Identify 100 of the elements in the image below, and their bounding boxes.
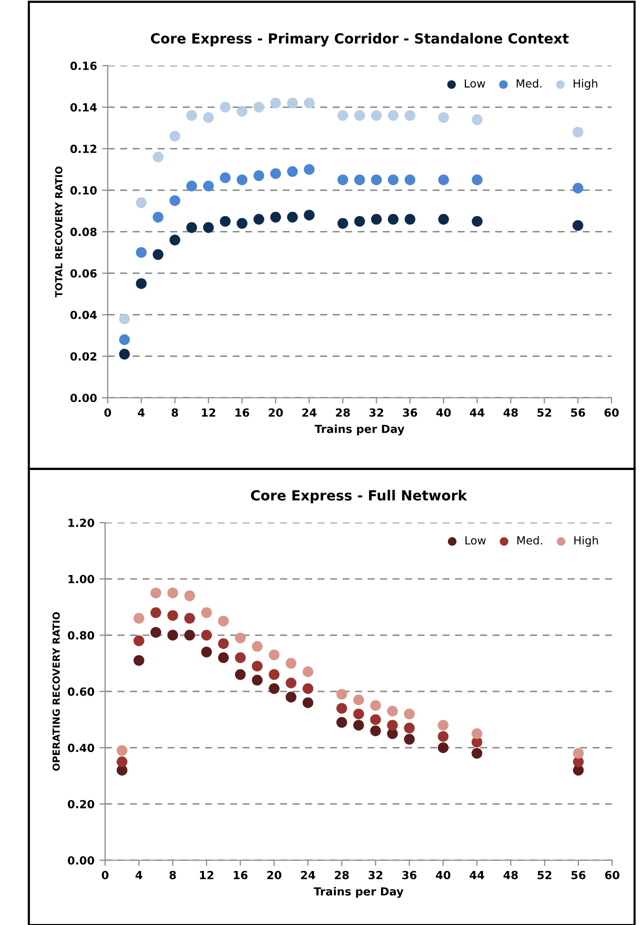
- point: [116, 745, 128, 756]
- point: [404, 214, 416, 225]
- point: [337, 218, 348, 229]
- point: [234, 669, 246, 680]
- chart-title: Core Express - Full Network: [251, 490, 468, 504]
- point: [186, 222, 198, 233]
- x-tick-label: 60: [604, 408, 619, 417]
- y-tick-label: 0.14: [70, 103, 97, 112]
- point: [184, 590, 196, 602]
- x-tick-label: 4: [136, 871, 142, 880]
- x-tick-label: 44: [470, 871, 484, 880]
- y-tick-label: 0.02: [70, 352, 96, 361]
- x-tick-label: 48: [504, 870, 518, 880]
- point: [304, 164, 315, 175]
- point: [152, 212, 164, 223]
- x-tick-label: 32: [368, 870, 382, 880]
- point: [201, 646, 212, 658]
- point: [354, 216, 365, 227]
- point: [286, 678, 296, 688]
- point: [438, 112, 449, 123]
- point: [354, 174, 365, 186]
- point: [388, 174, 399, 186]
- point: [150, 607, 162, 618]
- point: [150, 588, 162, 598]
- point: [252, 674, 263, 686]
- legend-label: Med.: [516, 79, 542, 88]
- x-tick-label: 56: [571, 408, 586, 417]
- x-tick-label: 52: [537, 408, 552, 417]
- point: [404, 110, 416, 121]
- point: [287, 166, 298, 177]
- y-tick-label: 0.80: [68, 631, 94, 640]
- point: [203, 222, 214, 233]
- point: [186, 180, 198, 192]
- point: [371, 110, 382, 121]
- x-tick-label: 48: [504, 408, 518, 417]
- point: [388, 214, 399, 225]
- legend-label: Low: [464, 79, 486, 88]
- point: [152, 249, 164, 260]
- x-tick-label: 28: [336, 408, 350, 417]
- point: [169, 195, 180, 206]
- point: [201, 630, 212, 641]
- point: [234, 652, 246, 664]
- point: [270, 168, 282, 179]
- point: [169, 130, 180, 142]
- x-tick-label: 32: [369, 408, 384, 417]
- legend-label: Low: [465, 536, 486, 545]
- point: [302, 683, 314, 694]
- point: [353, 720, 364, 731]
- point: [336, 702, 348, 714]
- point: [134, 655, 144, 666]
- x-tick-label: 24: [302, 408, 316, 417]
- point: [236, 174, 248, 186]
- point: [371, 214, 382, 225]
- point: [472, 748, 482, 759]
- x-tick-label: 36: [402, 408, 418, 417]
- point: [438, 731, 449, 742]
- point: [388, 110, 399, 121]
- point: [119, 348, 130, 360]
- x-axis-title: Trains per Day: [314, 886, 404, 898]
- point: [136, 247, 147, 258]
- point: [387, 720, 398, 731]
- y-tick-label: 0.00: [68, 856, 94, 865]
- y-axis-title: TOTAL RECOVERY RATIO: [55, 166, 62, 298]
- point: [252, 641, 263, 652]
- point: [438, 214, 449, 225]
- y-tick-label: 0.06: [70, 269, 97, 278]
- point: [404, 708, 415, 720]
- point: [184, 630, 196, 641]
- point: [387, 706, 398, 717]
- point: [472, 114, 483, 126]
- point: [220, 216, 231, 227]
- point: [404, 722, 415, 734]
- point: [184, 612, 196, 624]
- point: [119, 314, 130, 324]
- x-tick-label: 24: [301, 870, 316, 880]
- point: [236, 218, 248, 229]
- point: [218, 652, 229, 664]
- point: [302, 666, 314, 678]
- y-tick-label: 0.40: [68, 744, 94, 752]
- point: [167, 588, 178, 598]
- y-axis-title: OPERATING RECOVERY RATIO: [52, 612, 60, 771]
- point: [404, 734, 415, 745]
- y-tick-label: 0.12: [70, 144, 96, 154]
- point: [438, 720, 449, 731]
- x-tick-label: 20: [268, 408, 283, 417]
- point: [354, 110, 365, 121]
- legend-label: High: [574, 536, 598, 547]
- point: [218, 616, 229, 626]
- point: [203, 112, 214, 123]
- point: [472, 216, 483, 227]
- point: [336, 688, 348, 700]
- point: [337, 110, 348, 121]
- point: [167, 610, 178, 621]
- point: [286, 658, 296, 669]
- y-tick-label: 1.20: [68, 518, 94, 528]
- point: [337, 174, 348, 186]
- point: [270, 212, 282, 223]
- x-tick-label: 0: [104, 408, 112, 417]
- point: [268, 683, 280, 694]
- y-tick-label: 0.08: [70, 228, 97, 236]
